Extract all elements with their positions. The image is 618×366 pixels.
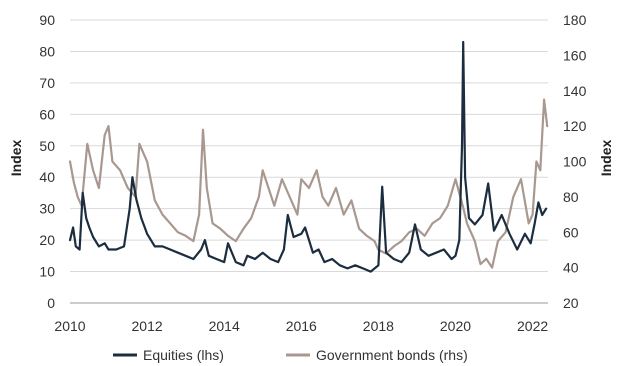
right-axis-ticks: 20 40 60 80 100 120 140 160 180 [563, 12, 587, 311]
right-tick-label: 60 [563, 224, 579, 240]
x-tick-label: 2012 [132, 318, 163, 334]
right-tick-label: 80 [563, 189, 579, 205]
legend-label: Government bonds (rhs) [316, 347, 468, 363]
left-tick-label: 0 [47, 295, 55, 311]
left-tick-label: 90 [39, 12, 55, 28]
series-layer [68, 40, 549, 273]
gridlines [70, 19, 548, 273]
x-tick-label: 2020 [440, 318, 471, 334]
x-axis-ticks: 2010 2012 2014 2016 2018 2020 2022 [54, 318, 548, 334]
x-tick-label: 2016 [286, 318, 317, 334]
x-tick-label: 2022 [517, 318, 548, 334]
right-tick-label: 160 [563, 47, 587, 63]
x-tick-label: 2010 [54, 318, 85, 334]
left-tick-label: 50 [39, 138, 55, 154]
left-tick-label: 60 [39, 106, 55, 122]
right-tick-label: 120 [563, 118, 587, 134]
series-line-government-bonds [68, 98, 549, 269]
x-tick-label: 2018 [363, 318, 394, 334]
left-tick-label: 10 [39, 264, 55, 280]
right-tick-label: 180 [563, 12, 587, 28]
right-tick-label: 20 [563, 295, 579, 311]
right-tick-label: 100 [563, 154, 587, 170]
right-axis-title: Index [598, 140, 614, 177]
left-tick-label: 30 [39, 201, 55, 217]
legend: Equities (lhs) Government bonds (rhs) [113, 347, 468, 363]
left-tick-label: 40 [39, 169, 55, 185]
legend-label: Equities (lhs) [143, 347, 224, 363]
left-tick-label: 80 [39, 43, 55, 59]
left-axis-title: Index [8, 140, 24, 177]
right-tick-label: 140 [563, 83, 587, 99]
left-axis-ticks: 0 10 20 30 40 50 60 70 80 90 [39, 12, 55, 311]
series-line-equities [68, 40, 548, 273]
x-tick-label: 2014 [209, 318, 240, 334]
left-tick-label: 20 [39, 232, 55, 248]
left-tick-label: 70 [39, 75, 55, 91]
right-tick-label: 40 [563, 260, 579, 276]
